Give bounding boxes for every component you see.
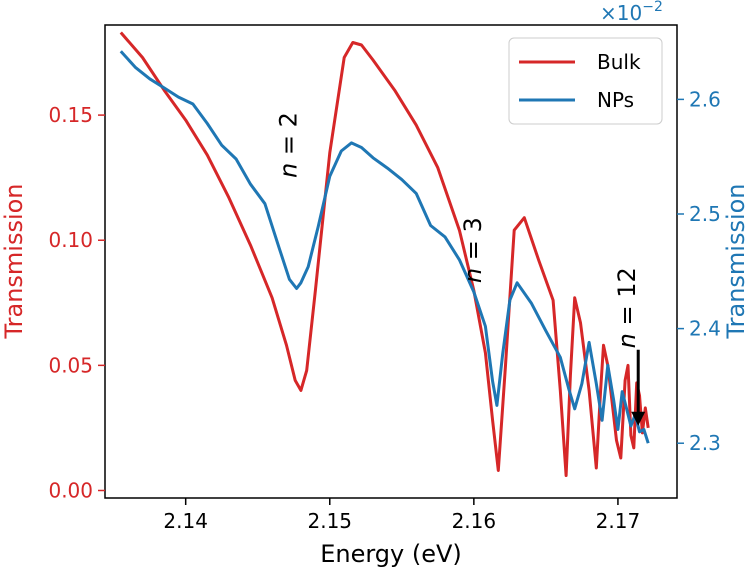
series-line-nps <box>119 50 650 444</box>
annotation-label: n = 12 <box>613 267 641 348</box>
x-tick-label: 2.14 <box>163 509 208 533</box>
y-axis-left-label: Transmission <box>0 183 28 339</box>
ticks-layer: 2.14 2.15 2.16 2.17 0.00 0.05 0.10 0.15 2.3 2.4 2.… <box>48 87 720 533</box>
y-right-tick-label: 2.3 <box>689 431 721 455</box>
legend-box <box>508 37 663 125</box>
legend-label-nps: NPs <box>597 88 634 112</box>
y-axis-right-label: Transmission <box>722 183 748 339</box>
arrow-head-icon <box>631 411 646 426</box>
x-tick-label: 2.17 <box>596 509 641 533</box>
annotation-label: n = 3 <box>459 217 487 283</box>
multiplier-exponent: −2 <box>642 0 663 15</box>
annotations-layer: n = 2 n = 3 n = 12 <box>275 112 646 426</box>
plot-frame <box>104 24 678 499</box>
y-right-tick-label: 2.6 <box>689 87 721 111</box>
y-left-tick-label: 0.15 <box>48 103 93 127</box>
y-left-tick-label: 0.10 <box>48 228 93 252</box>
x-tick-label: 2.16 <box>452 509 497 533</box>
multiplier-base: ×10 <box>600 1 642 25</box>
y-right-tick-label: 2.5 <box>689 202 721 226</box>
legend-label-bulk: Bulk <box>597 50 641 74</box>
y-left-tick-label: 0.00 <box>48 478 93 502</box>
series-layer <box>119 31 650 477</box>
y-right-tick-label: 2.4 <box>689 317 721 341</box>
annotation-label: n = 2 <box>275 112 303 178</box>
x-axis-label: Energy (eV) <box>320 540 462 568</box>
series-line-bulk <box>119 31 650 477</box>
legend: Bulk NPs <box>508 37 663 125</box>
x-tick-label: 2.15 <box>308 509 353 533</box>
y-left-tick-label: 0.05 <box>48 353 93 377</box>
right-axis-multiplier: ×10−2 <box>600 0 663 25</box>
